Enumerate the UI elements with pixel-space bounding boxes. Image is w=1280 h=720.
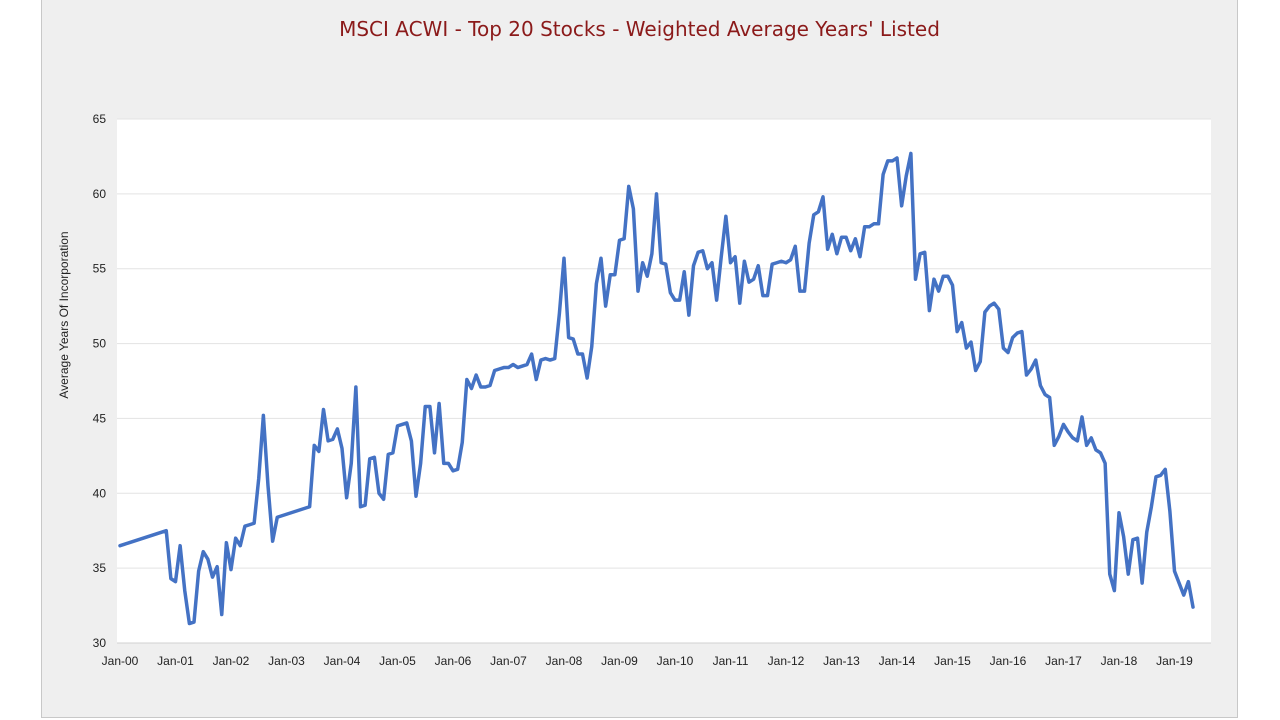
x-tick-label: Jan-03 — [268, 654, 305, 668]
gridlines — [117, 118, 1211, 644]
x-tick-label: Jan-14 — [879, 654, 916, 668]
y-tick-label: 55 — [93, 262, 107, 276]
y-tick-label: 30 — [93, 636, 107, 650]
chart-title: MSCI ACWI - Top 20 Stocks - Weighted Ave… — [339, 17, 940, 41]
x-tick-label: Jan-02 — [213, 654, 250, 668]
x-tick-label: Jan-13 — [823, 654, 860, 668]
x-tick-label: Jan-17 — [1045, 654, 1082, 668]
y-tick-label: 50 — [93, 337, 107, 351]
x-tick-label: Jan-05 — [379, 654, 416, 668]
x-tick-label: Jan-08 — [546, 654, 583, 668]
x-tick-label: Jan-00 — [102, 654, 139, 668]
x-tick-label: Jan-12 — [768, 654, 805, 668]
y-tick-label: 45 — [93, 411, 107, 425]
series-line — [118, 151, 1195, 626]
x-tick-label: Jan-19 — [1156, 654, 1193, 668]
x-tick-label: Jan-10 — [657, 654, 694, 668]
y-axis-label: Average Years Of Incorporation — [57, 231, 71, 398]
x-tick-label: Jan-11 — [713, 654, 749, 668]
x-tick-label: Jan-01 — [157, 654, 194, 668]
x-tick-label: Jan-16 — [990, 654, 1027, 668]
x-tick-label: Jan-18 — [1101, 654, 1138, 668]
x-tick-label: Jan-15 — [934, 654, 971, 668]
y-tick-labels: 30 35 40 45 50 55 60 65 — [93, 112, 107, 650]
y-tick-label: 65 — [93, 112, 107, 126]
x-tick-label: Jan-07 — [490, 654, 527, 668]
x-tick-label: Jan-06 — [435, 654, 472, 668]
x-tick-label: Jan-04 — [324, 654, 361, 668]
plot-area — [117, 119, 1211, 643]
x-tick-labels: Jan-00 Jan-01 Jan-02 Jan-03 Jan-04 Jan-05 Jan-… — [102, 654, 1194, 668]
y-tick-label: 60 — [93, 187, 107, 201]
y-tick-label: 35 — [93, 561, 107, 575]
x-tick-label: Jan-09 — [601, 654, 638, 668]
y-tick-label: 40 — [93, 486, 107, 500]
